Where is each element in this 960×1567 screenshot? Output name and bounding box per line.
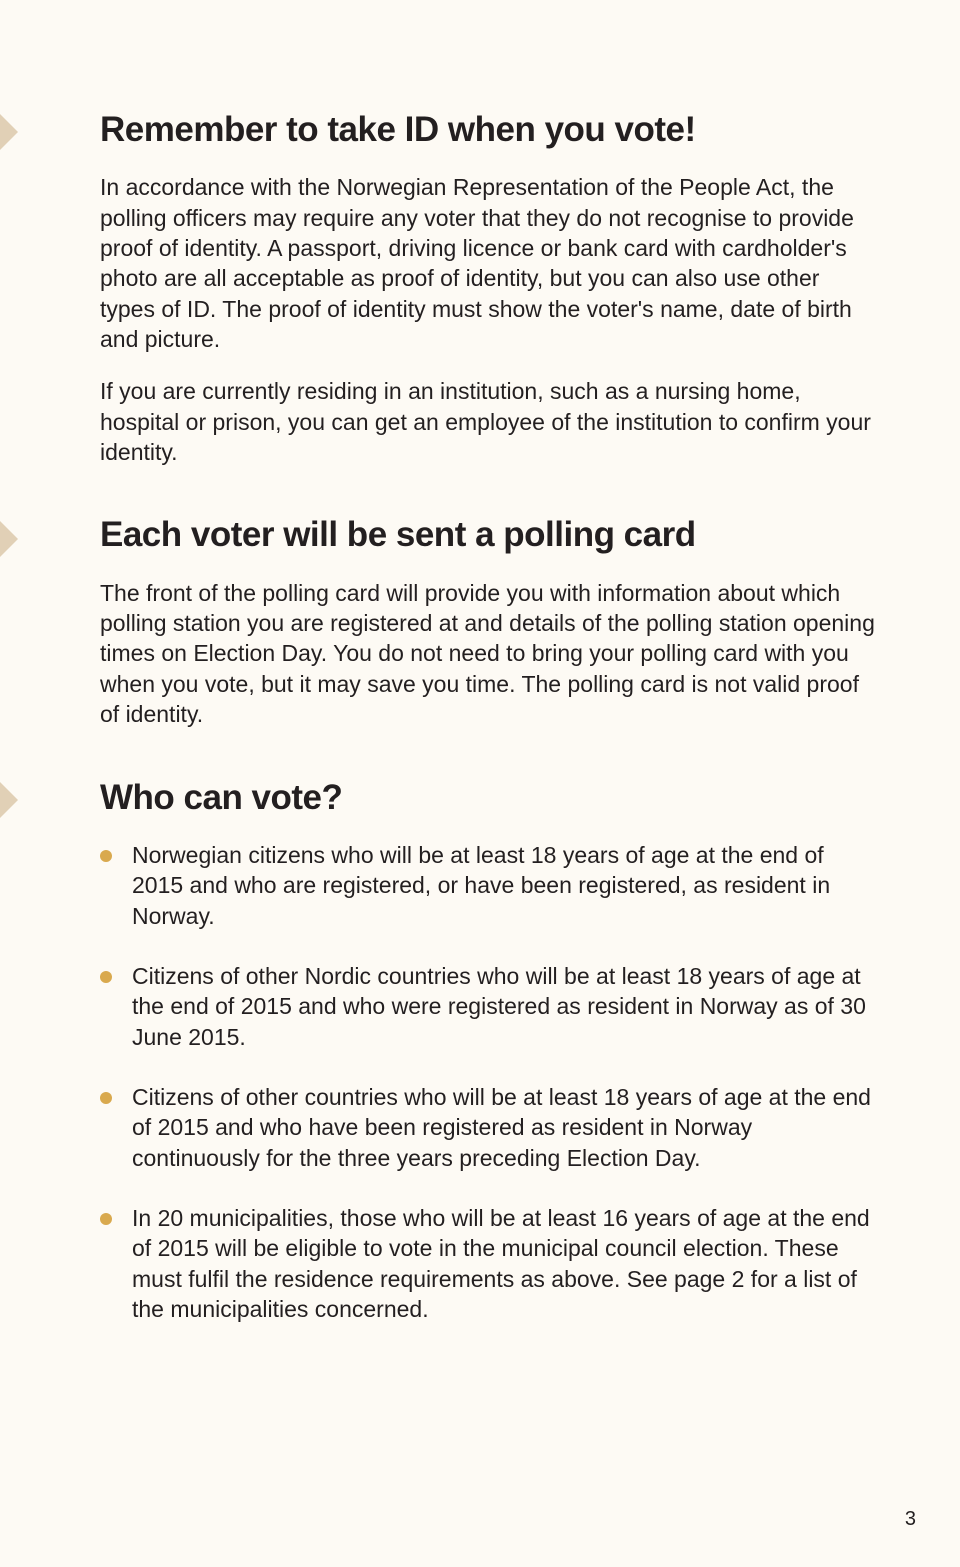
heading-wrap: Remember to take ID when you vote! (100, 110, 880, 150)
paragraph: In accordance with the Norwegian Represe… (100, 172, 880, 354)
bullet-list: Norwegian citizens who will be at least … (100, 840, 880, 1325)
paragraph: If you are currently residing in an inst… (100, 376, 880, 467)
section-id-reminder: Remember to take ID when you vote! In ac… (100, 110, 880, 467)
list-item: Norwegian citizens who will be at least … (132, 840, 880, 931)
paragraph: The front of the polling card will provi… (100, 578, 880, 730)
list-item: In 20 municipalities, those who will be … (132, 1203, 880, 1324)
chevron-right-icon (0, 521, 18, 557)
page-number: 3 (905, 1508, 916, 1531)
section-polling-card: Each voter will be sent a polling card T… (100, 515, 880, 729)
list-item: Citizens of other Nordic countries who w… (132, 961, 880, 1052)
document-page: Remember to take ID when you vote! In ac… (0, 0, 960, 1324)
heading-wrap: Each voter will be sent a polling card (100, 515, 880, 555)
chevron-right-icon (0, 114, 18, 150)
heading-wrap: Who can vote? (100, 778, 880, 818)
section-heading: Who can vote? (100, 778, 880, 818)
list-item: Citizens of other countries who will be … (132, 1082, 880, 1173)
section-heading: Remember to take ID when you vote! (100, 110, 880, 150)
section-heading: Each voter will be sent a polling card (100, 515, 880, 555)
section-who-can-vote: Who can vote? Norwegian citizens who wil… (100, 778, 880, 1325)
chevron-right-icon (0, 782, 18, 818)
